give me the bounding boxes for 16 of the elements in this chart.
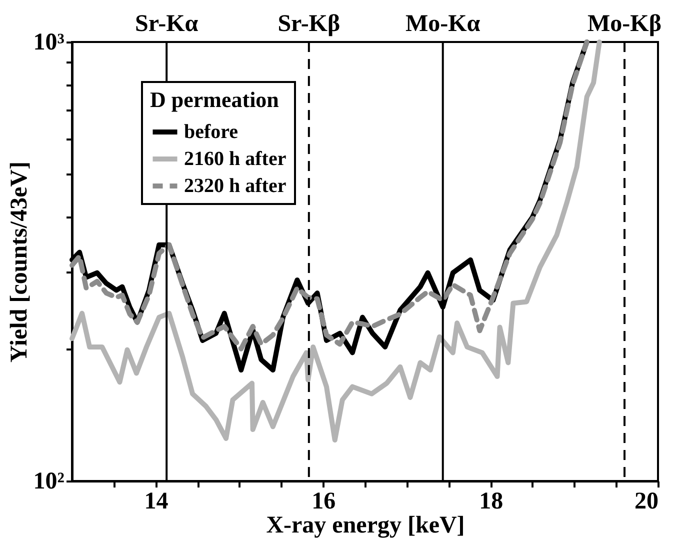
legend-label: before [184, 121, 238, 143]
x-axis-title: X-ray energy [keV] [266, 512, 465, 538]
x-tick-label: 14 [144, 488, 168, 514]
ref-line-label: Sr-Kβ [278, 11, 340, 37]
legend-title: D permeation [150, 87, 279, 112]
x-tick-label: 16 [312, 488, 336, 514]
ref-line-label: Mo-Kβ [588, 11, 662, 37]
x-tick-label: 18 [479, 488, 504, 514]
legend-label: 2160 h after [184, 148, 286, 170]
y-axis-title: Yield [counts/43eV] [6, 161, 32, 363]
y-tick-label: 10³ [33, 30, 64, 56]
y-tick-label: 10² [33, 468, 64, 494]
ref-line-label: Mo-Kα [405, 11, 481, 37]
legend-label: 2320 h after [184, 175, 286, 197]
ref-line-label: Sr-Kα [135, 11, 199, 37]
x-tick-label: 20 [634, 488, 658, 514]
